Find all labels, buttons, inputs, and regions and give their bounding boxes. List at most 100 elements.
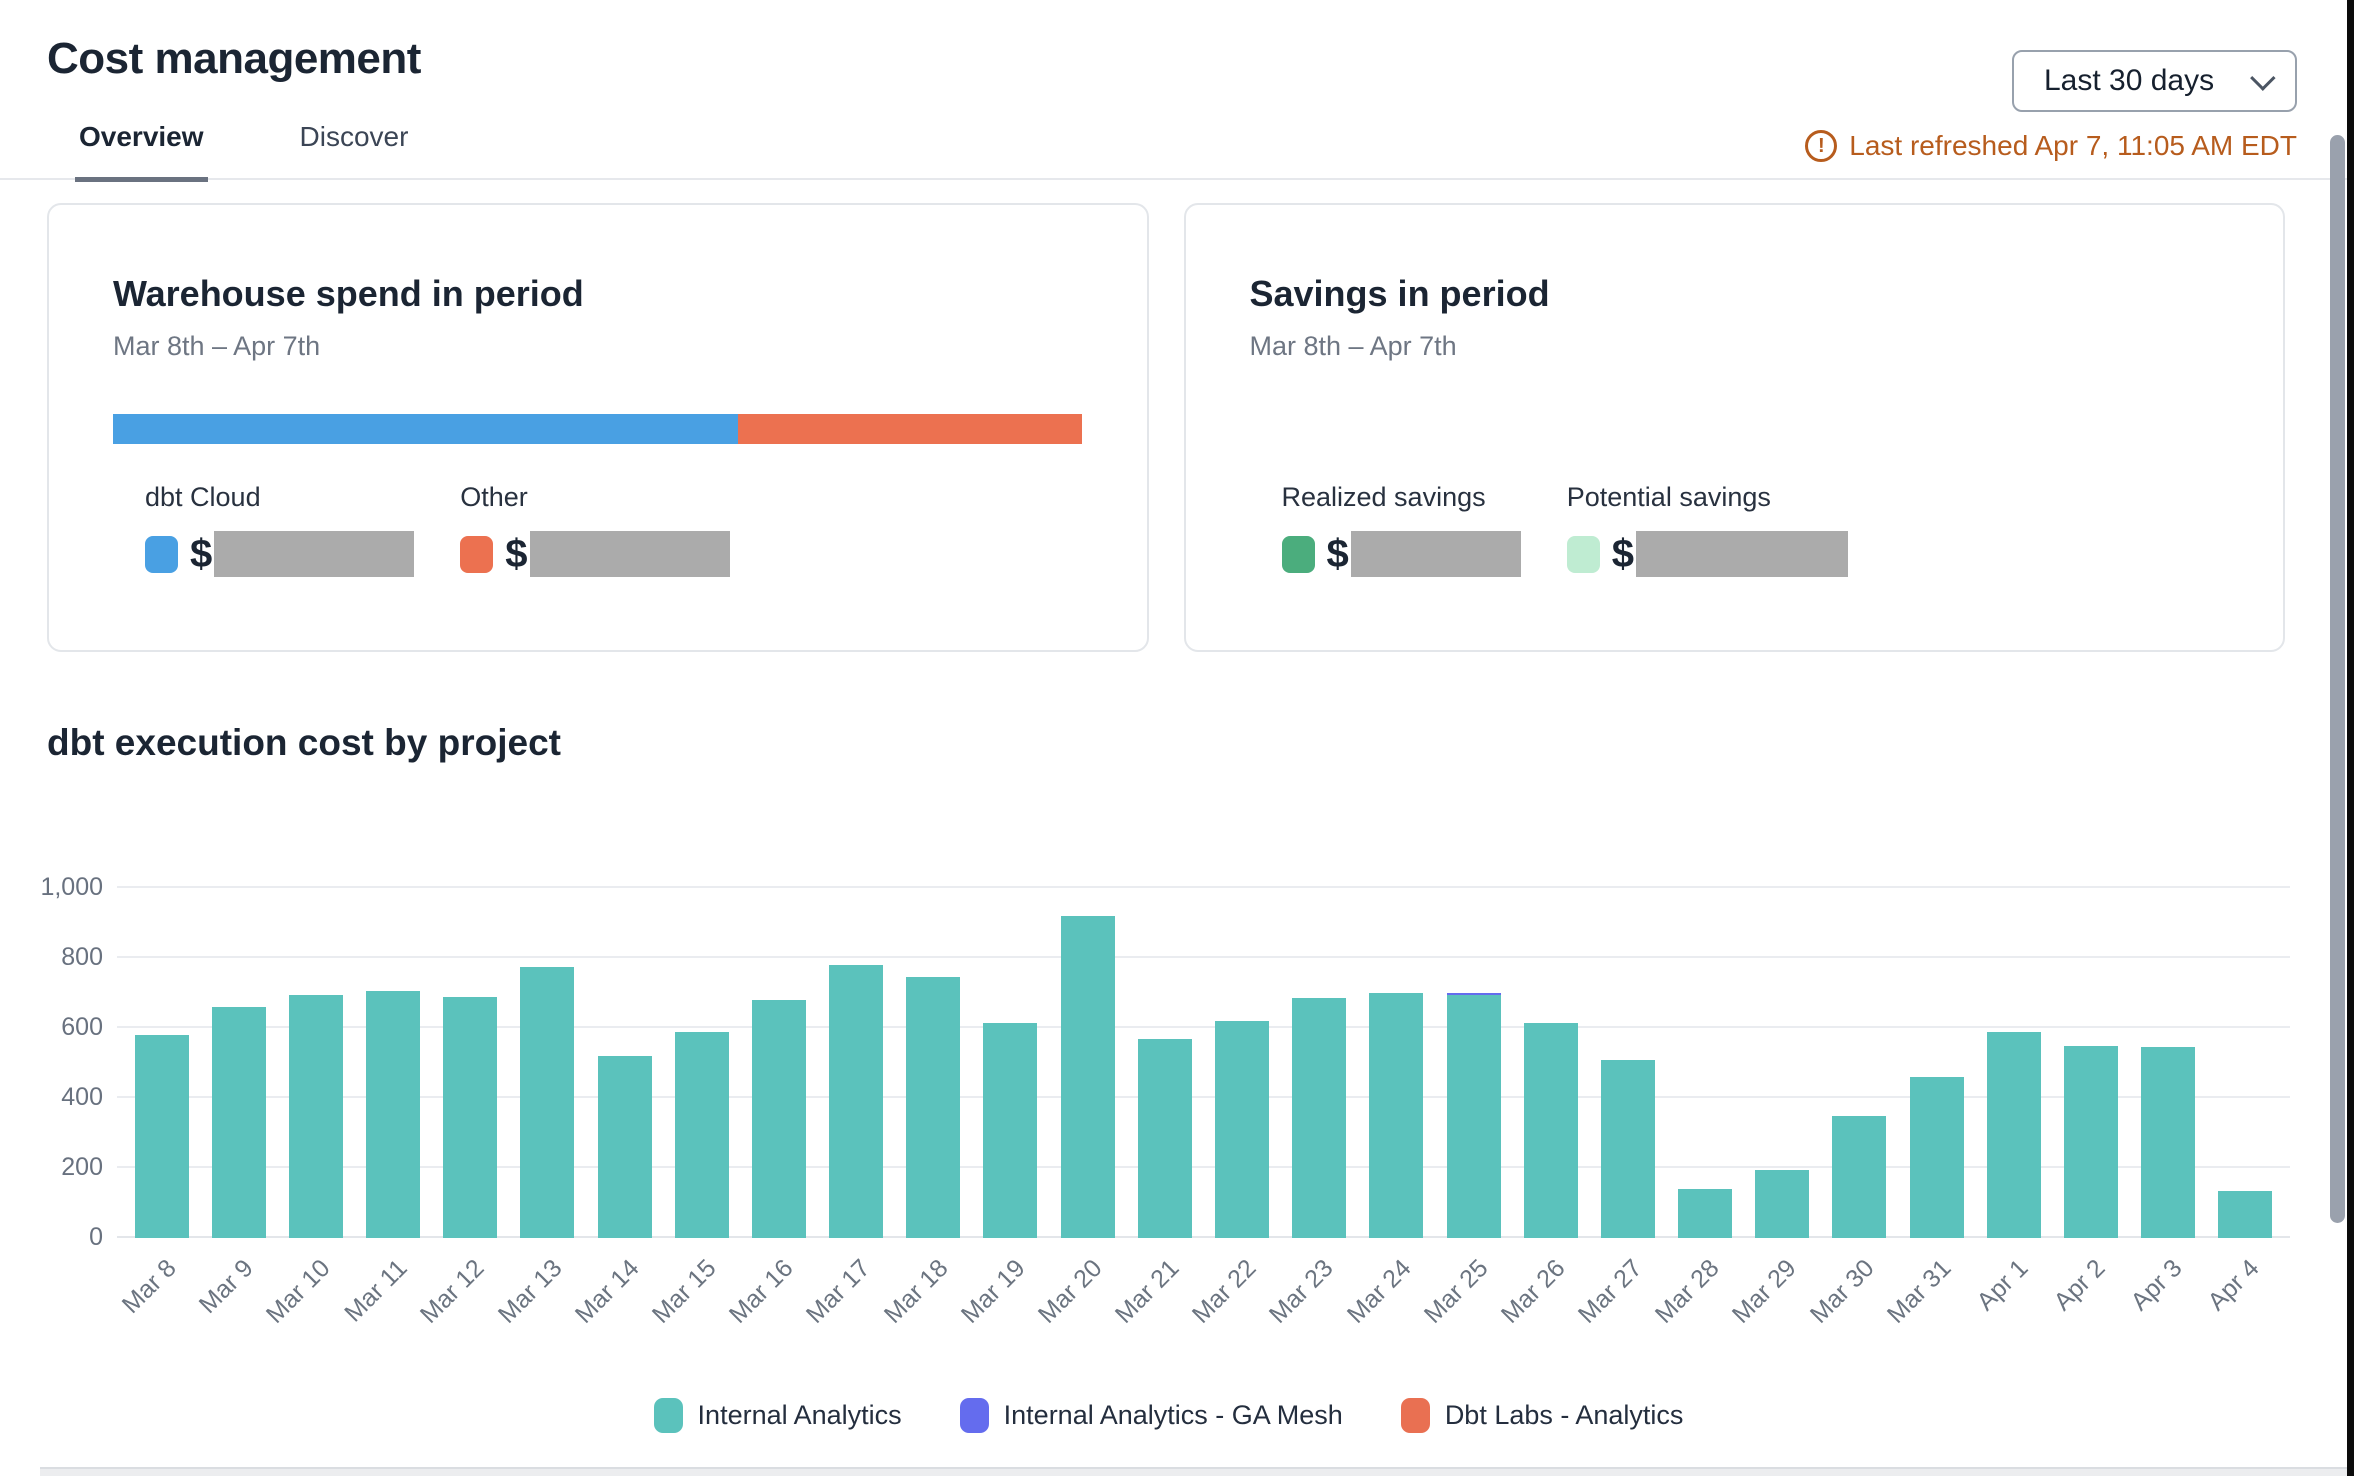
date-range-dropdown[interactable]: Last 30 days (2012, 50, 2297, 112)
bar-slot: Mar 29 (1727, 888, 1821, 1329)
horizontal-scrollbar-track[interactable] (40, 1467, 2347, 1476)
bar[interactable] (1755, 1169, 1810, 1238)
bar[interactable] (1137, 1038, 1192, 1238)
redacted-value (529, 531, 730, 577)
legend-item[interactable]: Dbt Labs - Analytics (1400, 1398, 1683, 1433)
bar[interactable] (674, 1031, 729, 1238)
bar[interactable] (134, 1035, 189, 1238)
tab-overview[interactable]: Overview (75, 121, 208, 182)
bar[interactable] (829, 965, 884, 1238)
x-axis-tick-label: Mar 27 (1572, 1254, 1648, 1329)
date-range-value: Last 30 days (2044, 64, 2215, 97)
x-axis-tick-label: Mar 8 (116, 1254, 182, 1319)
legend-label: Potential savings (1566, 482, 1771, 512)
last-refreshed-text: Last refreshed Apr 7, 11:05 AM EDT (1849, 130, 2297, 161)
card-date-range: Mar 8th – Apr 7th (1249, 331, 1457, 361)
bar[interactable] (751, 1000, 806, 1238)
x-axis-tick-label: Mar 25 (1418, 1254, 1494, 1329)
bar[interactable] (1678, 1189, 1733, 1238)
bar-slot: Mar 14 (570, 888, 663, 1329)
tabs-row: Overview Discover (0, 0, 2347, 182)
bar-segment (751, 1000, 806, 1238)
vertical-scrollbar-thumb[interactable] (2330, 135, 2345, 1223)
legend-label: dbt Cloud (145, 482, 261, 512)
bar-slot: Mar 25 (1418, 888, 1512, 1329)
x-axis-tick-label: Apr 3 (2125, 1254, 2188, 1317)
chart-plot: Mar 8 Mar 9 Mar 10 Mar 11 Mar 12 Mar 13 Mar 14… (116, 886, 2290, 1329)
bar[interactable] (211, 1007, 266, 1238)
bar-slot: Mar 11 (339, 888, 432, 1328)
bar-slot: Mar 16 (724, 888, 817, 1329)
bar[interactable] (520, 966, 575, 1238)
bar-slot: Mar 30 (1804, 888, 1898, 1329)
redacted-value (1350, 531, 1521, 577)
bar[interactable] (1832, 1115, 1887, 1238)
other-swatch-icon (460, 535, 494, 573)
bar-slot: Mar 22 (1187, 888, 1280, 1329)
bar-segment (1214, 1021, 1269, 1238)
bar[interactable] (2218, 1190, 2273, 1238)
bar-slot: Apr 2 (2049, 888, 2129, 1316)
bar[interactable] (1292, 998, 1347, 1238)
x-axis-tick-label: Mar 24 (1341, 1254, 1417, 1329)
bar-segment (288, 994, 343, 1238)
legend-swatch-icon (959, 1398, 989, 1433)
warehouse-legend: dbt Cloud $ Other $ (145, 482, 1083, 577)
x-axis-tick-label: Mar 28 (1650, 1254, 1725, 1329)
card-title: Warehouse spend in period (113, 273, 584, 314)
bar[interactable] (1060, 916, 1115, 1238)
currency-symbol: $ (190, 531, 213, 576)
bar[interactable] (1369, 993, 1424, 1238)
bar[interactable] (597, 1056, 652, 1238)
redacted-value (1636, 531, 1848, 577)
bar[interactable] (906, 977, 961, 1238)
bar-slot: Mar 27 (1573, 888, 1666, 1329)
bar-slot: Apr 1 (1971, 888, 2052, 1316)
bar[interactable] (983, 1022, 1038, 1238)
x-axis-tick-label: Mar 18 (878, 1254, 954, 1329)
bar[interactable] (1214, 1021, 1269, 1238)
bar[interactable] (1986, 1031, 2041, 1238)
bar-slot: Mar 24 (1341, 888, 1435, 1329)
currency-symbol: $ (1611, 531, 1634, 576)
bar[interactable] (1909, 1077, 1964, 1238)
y-axis-tick-label: 0 (89, 1223, 103, 1251)
bar-slot: Mar 21 (1110, 888, 1203, 1329)
bar-segment (1060, 916, 1115, 1238)
legend-label: Realized savings (1281, 482, 1486, 512)
x-axis-tick-label: Mar 13 (492, 1254, 568, 1329)
bar-segment (1909, 1077, 1964, 1238)
bar-slot: Mar 9 (194, 888, 277, 1319)
legend-item[interactable]: Internal Analytics - GA Mesh (959, 1398, 1343, 1433)
bar-segment (1137, 1038, 1192, 1238)
x-axis-tick-label: Mar 30 (1804, 1254, 1880, 1329)
gridline (117, 1236, 2290, 1238)
legend-col-other: Other $ (460, 482, 730, 577)
potential-savings-swatch-icon (1566, 535, 1600, 573)
currency-symbol: $ (1326, 531, 1349, 576)
bar[interactable] (1600, 1059, 1655, 1238)
bar[interactable] (2063, 1045, 2118, 1238)
bar[interactable] (1446, 993, 1501, 1238)
bar-slot: Mar 10 (261, 888, 354, 1329)
legend-item[interactable]: Internal Analytics (653, 1398, 902, 1433)
tab-discover[interactable]: Discover (299, 121, 409, 152)
bar[interactable] (288, 994, 343, 1238)
x-axis-tick-label: Mar 20 (1032, 1254, 1108, 1329)
bar[interactable] (443, 996, 498, 1238)
last-refreshed-status: ! Last refreshed Apr 7, 11:05 AM EDT (1805, 130, 2297, 162)
bar-segment (829, 965, 884, 1238)
x-axis-tick-label: Mar 14 (569, 1254, 645, 1329)
bar-segment (520, 966, 575, 1238)
bar-slot: Mar 23 (1264, 888, 1358, 1329)
savings-legend: Realized savings $ Potential savings $ (1281, 482, 2220, 577)
bar[interactable] (1523, 1022, 1578, 1238)
x-axis-tick-label: Mar 12 (415, 1254, 491, 1329)
bar-segment (674, 1031, 729, 1238)
legend-label: Other (460, 482, 528, 512)
gridline (117, 1166, 2290, 1168)
legend-col-dbt-cloud: dbt Cloud $ (145, 482, 415, 577)
bar[interactable] (366, 991, 421, 1238)
bar-segment (1292, 998, 1347, 1238)
bar[interactable] (2141, 1047, 2196, 1238)
